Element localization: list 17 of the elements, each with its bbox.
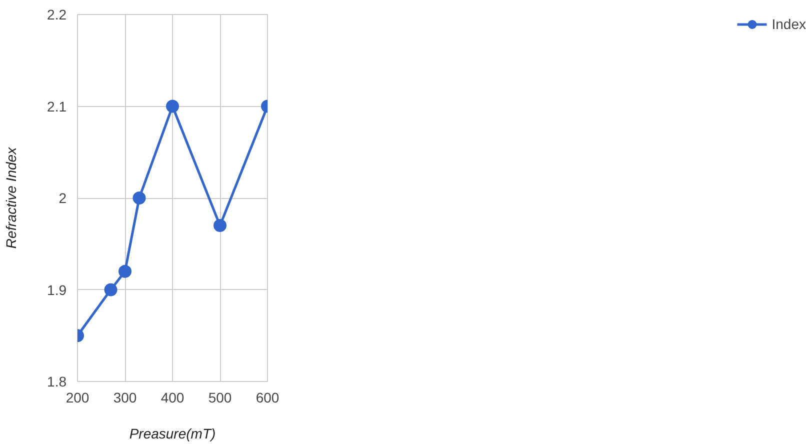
point: [166, 100, 179, 113]
point: [104, 283, 118, 296]
y-tick-label: 1.9: [47, 282, 67, 298]
x-tick-label: 400: [160, 390, 184, 406]
y-tick-label: 2.1: [47, 98, 67, 114]
legend-label: Index: [772, 16, 806, 32]
x-axis-title: Preasure(mT): [129, 426, 216, 442]
y-tick-label: 2.2: [47, 6, 67, 22]
y-axis-title: Refractive Index: [3, 146, 20, 249]
point: [118, 264, 132, 278]
point: [132, 192, 146, 204]
x-tick-label: 600: [256, 390, 280, 406]
y-tick-label: 2: [58, 190, 67, 206]
x-tick-label: 200: [66, 390, 90, 406]
y-tick-label: 1.8: [47, 374, 67, 390]
x-tick-label: 300: [113, 390, 137, 406]
x-tick-label: 500: [208, 390, 232, 406]
